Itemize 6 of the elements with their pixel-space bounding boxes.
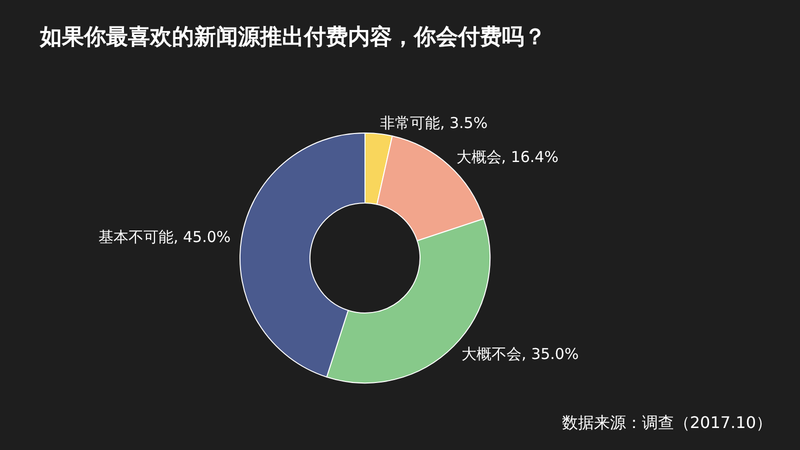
chart-title: 如果你最喜欢的新闻源推出付费内容，你会付费吗？ (40, 24, 546, 52)
slice-label: 基本不可能, 45.0% (98, 228, 231, 246)
source-note: 数据来源：调查（2017.10） (562, 413, 772, 434)
slice-label: 大概会, 16.4% (456, 148, 558, 166)
slice-label: 非常可能, 3.5% (380, 114, 488, 132)
slice-label: 大概不会, 35.0% (462, 344, 579, 363)
